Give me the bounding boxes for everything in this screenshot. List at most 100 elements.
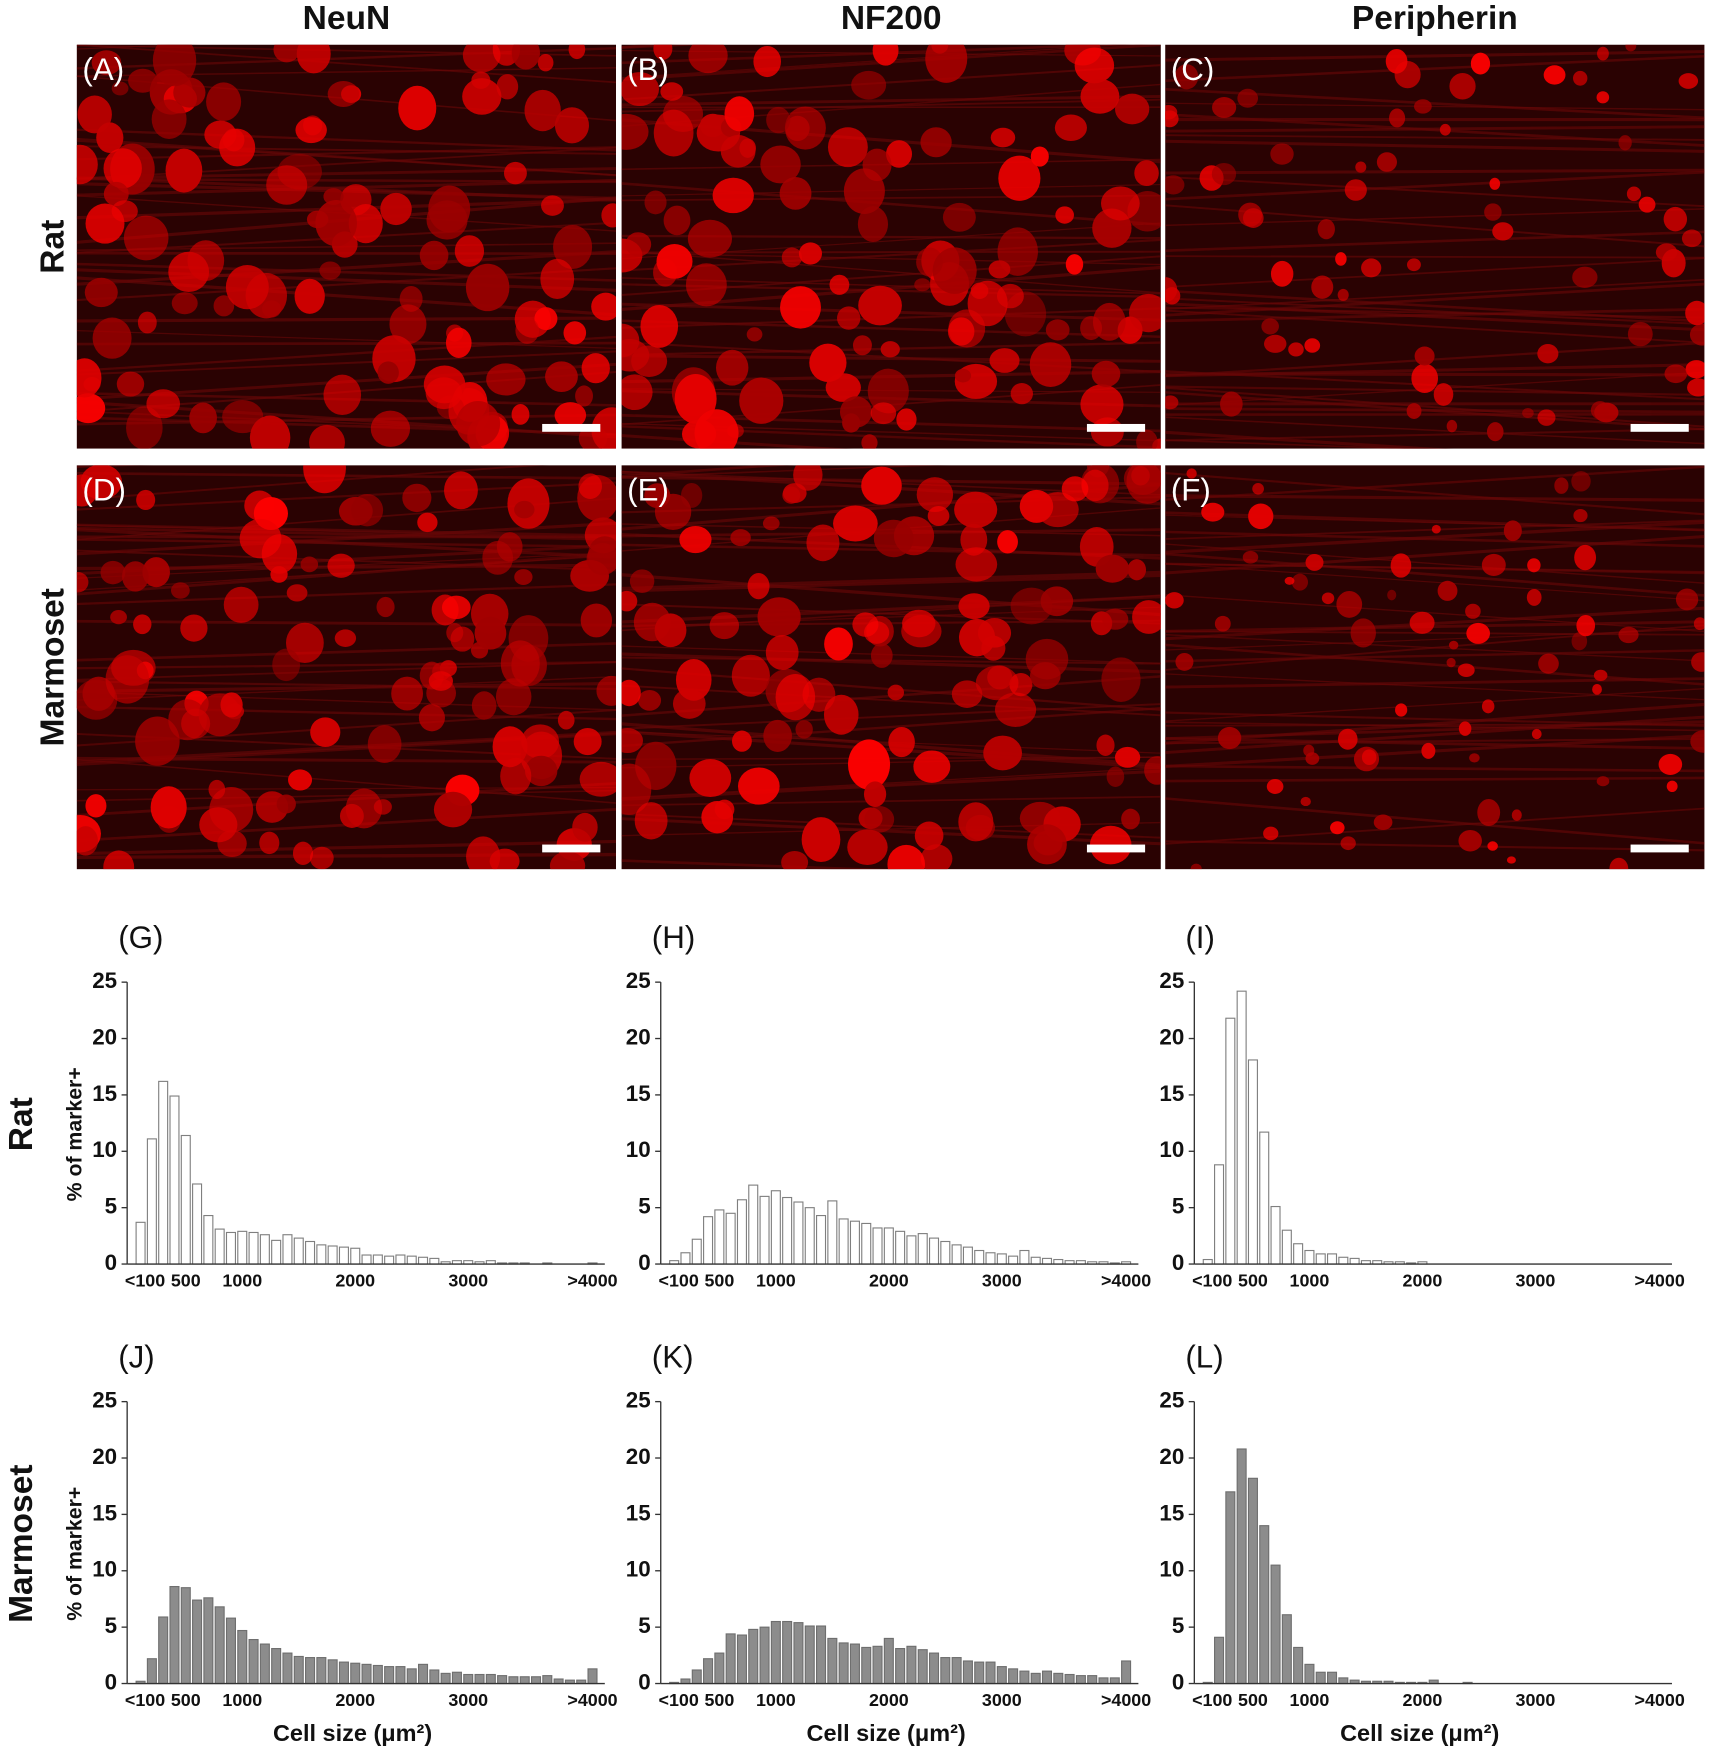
cell — [84, 277, 118, 308]
bar — [962, 1246, 973, 1265]
bar — [406, 1668, 417, 1685]
cell — [223, 586, 259, 623]
bar — [680, 1678, 691, 1685]
cell — [1503, 520, 1522, 542]
cell — [1136, 429, 1158, 449]
cell — [644, 483, 671, 509]
y-tick-label: 20 — [92, 1444, 117, 1469]
cell — [266, 165, 308, 205]
cell — [920, 844, 953, 870]
bar — [703, 1658, 714, 1685]
cell — [376, 596, 395, 618]
cell — [1092, 302, 1126, 341]
bar — [440, 1672, 451, 1685]
fiber — [76, 583, 616, 606]
fiber — [1165, 255, 1705, 259]
bar — [1053, 1672, 1064, 1685]
bar — [361, 1254, 372, 1265]
cell — [465, 263, 510, 312]
cell — [955, 547, 998, 582]
bar — [1315, 1253, 1326, 1265]
cell — [715, 349, 749, 386]
cell — [137, 311, 157, 334]
cell — [672, 688, 706, 719]
fiber — [621, 652, 1161, 674]
fiber — [1165, 649, 1705, 663]
cell — [654, 613, 687, 648]
cell — [462, 78, 502, 115]
bar — [418, 1256, 429, 1265]
fiber — [1165, 594, 1705, 633]
x-tick-label: 2000 — [1403, 1271, 1443, 1291]
cell — [1321, 592, 1335, 605]
cell — [1678, 73, 1699, 89]
bar — [940, 1240, 951, 1265]
cell — [1449, 73, 1476, 100]
fiber — [76, 852, 616, 860]
fiber — [1165, 302, 1705, 332]
bar — [1030, 1672, 1041, 1685]
cell — [1300, 796, 1311, 807]
cell — [110, 610, 127, 625]
fiber — [1165, 643, 1705, 686]
fiber — [1165, 168, 1705, 175]
cell — [511, 44, 541, 70]
cell — [839, 396, 873, 428]
cell — [731, 654, 770, 697]
cell — [296, 44, 331, 74]
cell — [310, 717, 341, 747]
fiber — [76, 268, 616, 292]
bar — [1019, 1249, 1030, 1265]
row-label: Rat — [34, 220, 71, 274]
cell — [1543, 65, 1566, 85]
cell — [450, 626, 475, 652]
fiber — [621, 603, 1161, 625]
cell — [1571, 632, 1588, 651]
bar — [1053, 1258, 1064, 1265]
fiber — [1165, 530, 1705, 548]
cell — [763, 719, 792, 752]
bar — [327, 1245, 338, 1265]
fiber — [76, 523, 616, 537]
cell — [85, 794, 107, 818]
cell — [568, 44, 586, 60]
cell — [1576, 614, 1596, 637]
fiber — [621, 703, 1161, 730]
x-tick-label: 2000 — [335, 1690, 375, 1710]
cell — [1238, 202, 1263, 227]
cell — [656, 244, 693, 279]
cell — [1337, 728, 1358, 750]
cell — [1291, 573, 1309, 591]
y-tick-label: 15 — [1159, 1500, 1184, 1525]
cell — [1685, 300, 1705, 326]
cell — [1470, 52, 1491, 75]
cell — [1129, 293, 1161, 333]
cell — [793, 465, 823, 491]
y-tick-label: 5 — [638, 1194, 650, 1219]
bar — [372, 1254, 383, 1265]
x-tick-label: >4000 — [1101, 1690, 1151, 1710]
fiber — [1165, 386, 1705, 428]
cell — [1029, 342, 1072, 388]
y-tick-label: 20 — [1159, 1444, 1184, 1469]
cell — [1465, 603, 1481, 619]
bar — [1281, 1229, 1292, 1265]
cell — [1036, 492, 1079, 528]
cell — [370, 410, 411, 447]
cell — [1681, 229, 1702, 248]
cell — [739, 377, 784, 424]
fiber — [1165, 721, 1705, 732]
cell — [135, 716, 180, 766]
cell — [1693, 617, 1705, 631]
bar — [1041, 1257, 1053, 1265]
fiber — [1165, 563, 1705, 573]
fiber — [621, 64, 1161, 101]
cell — [720, 134, 756, 168]
fiber — [1165, 125, 1705, 133]
cell — [1395, 703, 1408, 717]
panel-label: (E) — [627, 472, 669, 507]
cell — [674, 374, 717, 424]
fiber — [76, 145, 616, 155]
fiber — [1165, 620, 1705, 633]
cell — [1211, 162, 1237, 186]
